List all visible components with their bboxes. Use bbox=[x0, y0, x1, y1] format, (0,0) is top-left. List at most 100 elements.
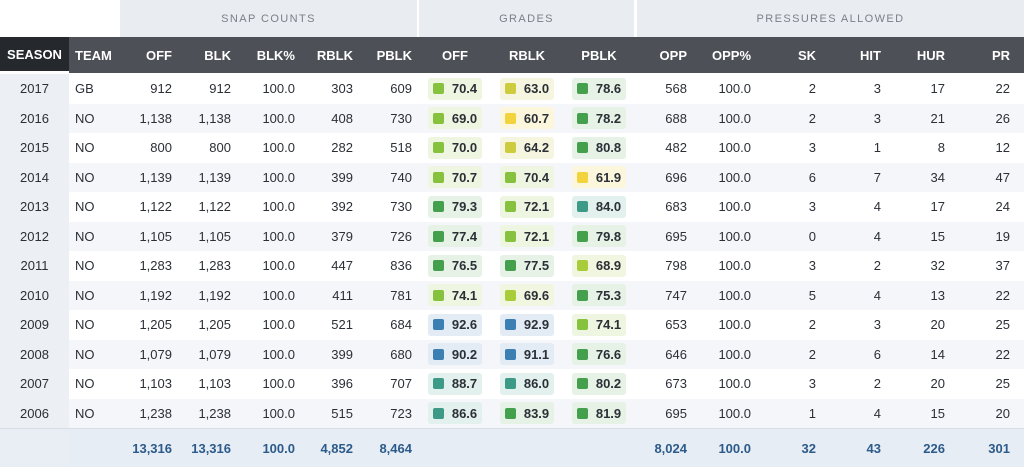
cell-sk: 3 bbox=[808, 258, 816, 274]
cell-pr: 22 bbox=[995, 81, 1010, 97]
grade-color-square-icon bbox=[432, 142, 444, 154]
grade-badge: 81.9 bbox=[572, 402, 626, 425]
grade-value: 63.0 bbox=[523, 81, 550, 97]
cell-snap-off: 1,238 bbox=[139, 405, 172, 421]
column-header-team[interactable]: TEAM bbox=[75, 47, 112, 63]
column-header-blk[interactable]: BLK bbox=[204, 47, 231, 63]
total-snap-pblk: 8,464 bbox=[379, 441, 412, 456]
grade-badge: 86.6 bbox=[428, 402, 482, 425]
grade-badge: 78.2 bbox=[572, 107, 626, 130]
column-header-pr[interactable]: PR bbox=[991, 47, 1010, 63]
total-hit: 43 bbox=[866, 441, 881, 456]
cell-sk: 3 bbox=[808, 140, 816, 156]
column-header-hit[interactable]: HIT bbox=[860, 47, 881, 63]
grade-badge: 74.1 bbox=[572, 313, 626, 336]
cell-hit: 3 bbox=[873, 81, 881, 97]
cell-opp: 695 bbox=[665, 228, 687, 244]
cell-grade-off: 76.5 bbox=[424, 251, 486, 281]
column-header-grade-off[interactable]: OFF bbox=[442, 47, 468, 63]
grade-badge: 92.9 bbox=[500, 313, 554, 336]
cell-opp: 673 bbox=[665, 376, 687, 392]
grade-value: 77.4 bbox=[451, 228, 478, 244]
cell-pr: 25 bbox=[995, 376, 1010, 392]
grade-badge: 77.4 bbox=[428, 225, 482, 248]
grade-value: 75.3 bbox=[595, 287, 622, 303]
cell-season: 2010 bbox=[0, 280, 69, 310]
grade-color-square-icon bbox=[432, 407, 444, 419]
grade-value: 88.7 bbox=[451, 376, 478, 392]
cell-blk: 1,079 bbox=[198, 346, 231, 362]
column-header-grade-pblk[interactable]: PBLK bbox=[581, 47, 617, 63]
cell-grade-off: 88.7 bbox=[424, 369, 486, 399]
cell-snap-rblk: 408 bbox=[331, 110, 353, 126]
grade-color-square-icon bbox=[432, 230, 444, 242]
grade-value: 69.0 bbox=[451, 110, 478, 126]
grade-badge: 63.0 bbox=[500, 77, 554, 100]
total-opp: 8,024 bbox=[654, 441, 687, 456]
cell-grade-rblk: 60.7 bbox=[496, 104, 558, 134]
column-header-sk[interactable]: SK bbox=[797, 47, 816, 63]
grade-value: 92.6 bbox=[451, 317, 478, 333]
grade-color-square-icon bbox=[576, 201, 588, 213]
cell-grade-off: 92.6 bbox=[424, 310, 486, 340]
cell-hur: 15 bbox=[930, 228, 945, 244]
table-row: 2006 NO 1,238 1,238 100.0 515 723 86.6 83.9 81.9 6… bbox=[0, 398, 1024, 428]
grade-value: 80.8 bbox=[595, 140, 622, 156]
cell-team: NO bbox=[75, 376, 95, 392]
column-header-snap-rblk[interactable]: RBLK bbox=[316, 47, 353, 63]
column-header-opp-pct[interactable]: OPP% bbox=[711, 47, 751, 63]
group-header-snap-counts: SNAP COUNTS bbox=[120, 0, 417, 37]
cell-hur: 15 bbox=[930, 405, 945, 421]
column-header-snap-pblk[interactable]: PBLK bbox=[376, 47, 412, 63]
cell-opp: 482 bbox=[665, 140, 687, 156]
grade-value: 79.8 bbox=[595, 228, 622, 244]
column-header-snap-off[interactable]: OFF bbox=[146, 47, 172, 63]
cell-season: 2014 bbox=[0, 162, 69, 192]
grade-color-square-icon bbox=[432, 201, 444, 213]
cell-opp-pct: 100.0 bbox=[718, 199, 751, 215]
column-header-grade-rblk[interactable]: RBLK bbox=[508, 47, 546, 63]
cell-snap-off: 1,139 bbox=[139, 169, 172, 185]
column-header-season[interactable]: SEASON bbox=[0, 37, 69, 73]
cell-blk-pct: 100.0 bbox=[262, 110, 295, 126]
cell-opp-pct: 100.0 bbox=[718, 346, 751, 362]
grade-badge: 88.7 bbox=[428, 372, 482, 395]
cell-hit: 2 bbox=[873, 376, 881, 392]
cell-sk: 2 bbox=[808, 346, 816, 362]
cell-pr: 19 bbox=[995, 228, 1010, 244]
cell-opp: 568 bbox=[665, 81, 687, 97]
cell-snap-rblk: 379 bbox=[331, 228, 353, 244]
cell-grade-pblk: 61.9 bbox=[568, 163, 630, 193]
cell-grade-off: 74.1 bbox=[424, 281, 486, 311]
cell-grade-pblk: 78.2 bbox=[568, 104, 630, 134]
cell-season: 2017 bbox=[0, 74, 69, 104]
cell-snap-off: 1,079 bbox=[139, 346, 172, 362]
grade-badge: 79.8 bbox=[572, 225, 626, 248]
grade-value: 77.5 bbox=[523, 258, 550, 274]
grade-value: 90.2 bbox=[451, 346, 478, 362]
cell-team: NO bbox=[75, 346, 95, 362]
column-header-opp[interactable]: OPP bbox=[659, 47, 687, 63]
table-row: 2014 NO 1,139 1,139 100.0 399 740 70.7 70.4 61.9 6… bbox=[0, 162, 1024, 193]
grade-color-square-icon bbox=[504, 407, 516, 419]
cell-snap-rblk: 399 bbox=[331, 169, 353, 185]
grade-value: 69.6 bbox=[523, 287, 550, 303]
grade-badge: 70.4 bbox=[500, 166, 554, 189]
cell-blk-pct: 100.0 bbox=[262, 81, 295, 97]
column-header-hur[interactable]: HUR bbox=[916, 47, 945, 63]
grade-color-square-icon bbox=[504, 289, 516, 301]
cell-team: GB bbox=[75, 81, 94, 97]
cell-pr: 26 bbox=[995, 110, 1010, 126]
grade-color-square-icon bbox=[576, 112, 588, 124]
cell-opp-pct: 100.0 bbox=[718, 169, 751, 185]
grade-value: 70.7 bbox=[451, 169, 478, 185]
grade-badge: 91.1 bbox=[500, 343, 554, 366]
cell-team: NO bbox=[75, 287, 95, 303]
cell-pr: 20 bbox=[995, 405, 1010, 421]
column-header-blk-pct[interactable]: BLK% bbox=[256, 47, 295, 63]
group-header-grades: GRADES bbox=[419, 0, 634, 37]
grade-value: 61.9 bbox=[595, 169, 622, 185]
column-header-row: SEASON TEAM OFF BLK BLK% RBLK PBLK OFF R… bbox=[0, 37, 1024, 73]
table-row: 2012 NO 1,105 1,105 100.0 379 726 77.4 72.1 79.8 6… bbox=[0, 221, 1024, 251]
cell-grade-pblk: 74.1 bbox=[568, 310, 630, 340]
